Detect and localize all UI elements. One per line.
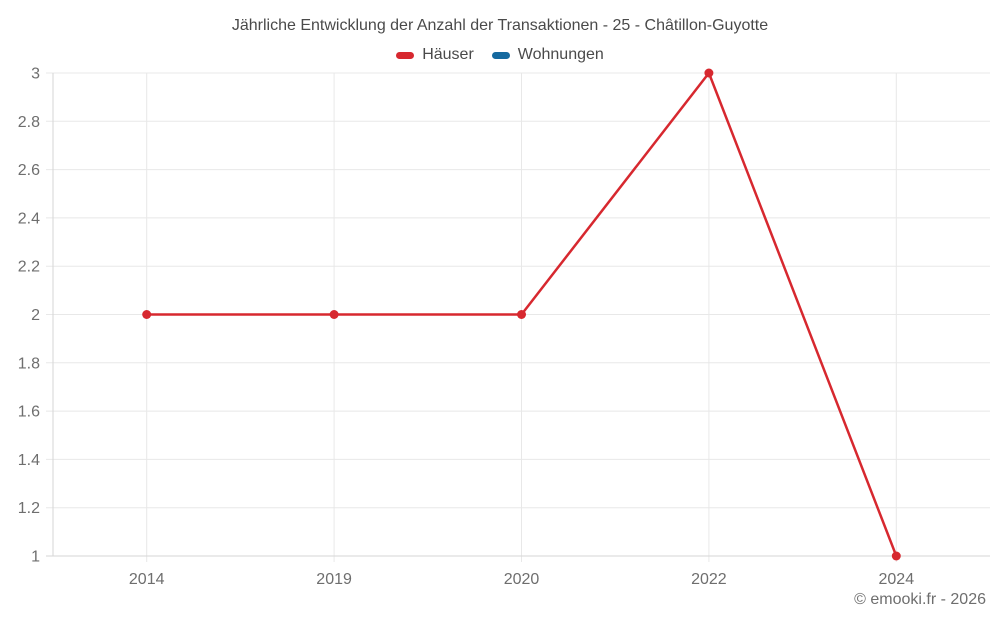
- y-tick-label: 2.2: [18, 259, 40, 276]
- legend-label-wohnungen: Wohnungen: [517, 46, 604, 63]
- y-tick-label: 1.8: [18, 355, 40, 372]
- legend-item-haeuser[interactable]: Häuser: [396, 46, 474, 64]
- y-tick-label: 1.2: [18, 500, 40, 517]
- x-tick-label: 2022: [691, 571, 727, 588]
- data-point-marker[interactable]: [704, 68, 714, 78]
- x-tick-label: 2024: [879, 571, 915, 588]
- x-tick-label: 2014: [129, 571, 165, 588]
- legend-item-wohnungen[interactable]: Wohnungen: [491, 46, 604, 64]
- y-tick-label: 1.4: [18, 452, 40, 469]
- y-tick-label: 2: [31, 307, 40, 324]
- credit-text: © emooki.fr - 2026: [854, 591, 986, 608]
- chart-title: Jährliche Entwicklung der Anzahl der Tra…: [231, 17, 769, 34]
- data-point-marker[interactable]: [891, 551, 901, 561]
- legend-swatch-haeuser: [396, 51, 415, 59]
- chart-legend: Häuser Wohnungen: [0, 46, 1000, 64]
- y-tick-label: 2.6: [18, 162, 40, 179]
- x-tick-label: 2019: [316, 571, 352, 588]
- legend-swatch-wohnungen: [491, 51, 510, 59]
- y-tick-label: 2.4: [18, 210, 40, 227]
- legend-label-haeuser: Häuser: [422, 46, 474, 63]
- y-tick-label: 2.8: [18, 114, 40, 131]
- y-tick-label: 1.6: [18, 404, 40, 421]
- data-point-marker[interactable]: [517, 310, 526, 319]
- data-point-marker[interactable]: [329, 310, 339, 319]
- data-point-marker[interactable]: [142, 310, 152, 319]
- y-tick-label: 3: [31, 66, 40, 83]
- y-tick-label: 1: [31, 549, 40, 566]
- x-tick-label: 2020: [504, 571, 540, 588]
